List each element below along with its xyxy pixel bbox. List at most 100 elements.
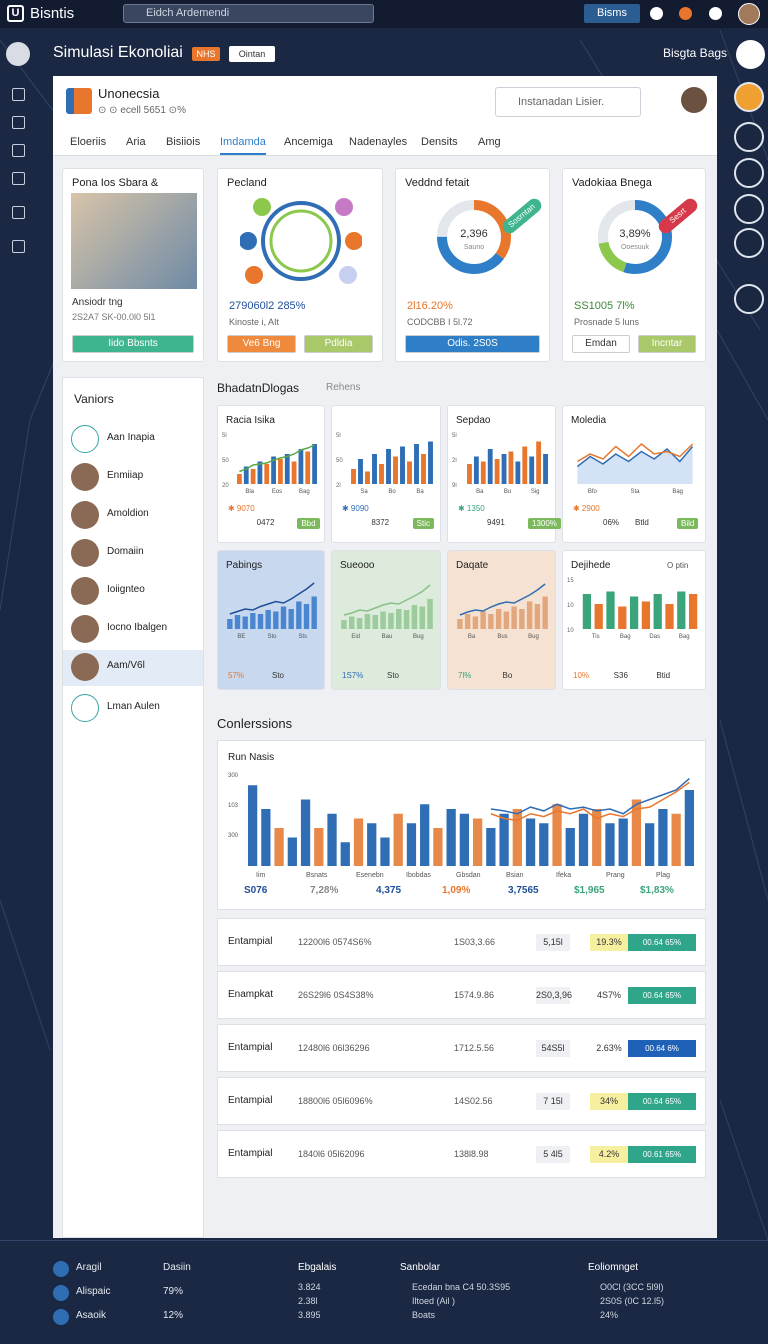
- bar: [291, 461, 297, 484]
- chart: 3,89% Ooesuuk: [598, 200, 672, 274]
- tab[interactable]: Densits: [421, 136, 458, 148]
- donut-segment: [598, 200, 672, 274]
- list-name: Aan Inapia: [107, 432, 155, 443]
- user-avatar[interactable]: [738, 3, 760, 25]
- nav-icon[interactable]: [12, 206, 25, 219]
- x-label: Ba: [468, 634, 476, 640]
- panel-search-text: Instanadan Lisier.: [518, 96, 605, 108]
- list-item[interactable]: Lman Aulen: [63, 691, 203, 727]
- list-item[interactable]: Domaiin: [63, 536, 203, 572]
- mini-title: Sepdao: [456, 415, 491, 426]
- card-button[interactable]: Odis. 2S0S: [405, 335, 540, 353]
- nav-icon[interactable]: [12, 88, 25, 101]
- side-icon[interactable]: [734, 82, 764, 112]
- cell-box: 54S5l: [536, 1040, 570, 1057]
- list-avatar: [71, 539, 99, 567]
- list-item[interactable]: Ioiignteo: [63, 574, 203, 610]
- side-icon[interactable]: [734, 122, 764, 152]
- side-icon[interactable]: [734, 284, 764, 314]
- side-icon[interactable]: [734, 158, 764, 188]
- nav-icon[interactable]: [12, 116, 25, 129]
- line: [577, 443, 694, 463]
- top-button[interactable]: Bisms: [584, 4, 640, 23]
- bar: [372, 454, 377, 484]
- bar: [511, 606, 517, 629]
- card-button[interactable]: Incntar: [638, 335, 696, 353]
- list-item[interactable]: Enmiiap: [63, 460, 203, 496]
- list-item[interactable]: Iocno Ibalgen: [63, 612, 203, 648]
- list-item[interactable]: Amoldion: [63, 498, 203, 534]
- bar: [365, 471, 370, 484]
- x-label: Eos: [272, 489, 282, 495]
- bar: [288, 609, 294, 629]
- mini-card: Moledia Bfo Sta Bag ✱ 2900 06% Btld Bild: [562, 405, 706, 543]
- summary-value: 1,09%: [442, 885, 471, 896]
- mini-footer: Stic: [412, 518, 434, 529]
- nav-icon[interactable]: [12, 144, 25, 157]
- bar: [287, 837, 297, 866]
- x-label: Bug: [413, 634, 424, 640]
- bar: [400, 446, 405, 484]
- chart: 300 103 300 Iim Bsnats Esenebn Ibobdas Gbsdan Bs…: [228, 773, 695, 879]
- mini-footer: Bbd: [297, 518, 320, 529]
- cell-name: Entampial: [228, 1095, 273, 1106]
- cell: 138l8.98: [454, 1149, 489, 1159]
- bar: [414, 444, 419, 484]
- cell-pct: 4S7%: [590, 987, 628, 1004]
- list-item[interactable]: Aam/V6l: [63, 650, 203, 686]
- x-label: Sa: [360, 489, 368, 495]
- header-action[interactable]: [736, 40, 765, 69]
- card-button[interactable]: Emdan: [572, 335, 630, 353]
- cell-box: 5,15l: [536, 934, 570, 951]
- cell: 18800l6 05l6096%: [298, 1096, 373, 1106]
- tab[interactable]: Amg: [478, 136, 501, 148]
- card-button[interactable]: Ve6 Bng: [227, 335, 296, 353]
- list-avatar: [71, 653, 99, 681]
- card-title: Pecland: [227, 177, 267, 189]
- tab[interactable]: Ancemiga: [284, 136, 333, 148]
- tab[interactable]: Nadenayles: [349, 136, 408, 148]
- top-icon[interactable]: [709, 7, 722, 20]
- cell-pct: 34%: [590, 1093, 628, 1110]
- card-button[interactable]: Iido Bbsnts: [72, 335, 194, 353]
- nav-icon[interactable]: [12, 172, 25, 185]
- nav-icon[interactable]: [12, 240, 25, 253]
- list-title: Vaniors: [74, 392, 114, 406]
- y-label: 300: [228, 773, 239, 779]
- bar: [237, 474, 242, 484]
- x-label: Bsnats: [306, 872, 328, 879]
- bar: [645, 823, 655, 866]
- panel-search[interactable]: Instanadan Lisier.: [495, 87, 641, 117]
- bar: [536, 441, 542, 484]
- search-bar[interactable]: Eidch Ardemendi: [123, 4, 374, 23]
- side-icon[interactable]: [734, 194, 764, 224]
- table-row: Entampial 12200l6 0574S6% 1S03,3.66 5,15l 19…: [217, 918, 706, 966]
- footer-label: Aragil: [76, 1262, 102, 1273]
- tab[interactable]: Eloeriis: [70, 136, 107, 148]
- footer-value: 12%: [163, 1310, 184, 1321]
- bar: [284, 454, 290, 484]
- line: [459, 583, 546, 616]
- top-icon[interactable]: [679, 7, 692, 20]
- bar: [349, 616, 355, 629]
- card-button[interactable]: Pdldia: [304, 335, 373, 353]
- panel-name: Unonecsia: [98, 86, 160, 101]
- list-item[interactable]: Aan Inapia: [63, 422, 203, 458]
- tab[interactable]: Bisiiois: [166, 136, 201, 148]
- mini-footer: Sto: [387, 671, 400, 680]
- card-photo: [71, 193, 197, 289]
- side-icon[interactable]: [734, 228, 764, 258]
- card-sub: CODCBB I 5l.72: [407, 317, 473, 327]
- top-icon[interactable]: [650, 7, 663, 20]
- tab[interactable]: Aria: [126, 136, 146, 148]
- card-value: 2l16.20%: [407, 300, 453, 312]
- cell: 1574.9.86: [454, 990, 495, 1000]
- card-title: Vadokiaa Bnega: [572, 177, 652, 189]
- header-right: Bisgta Bags: [663, 46, 728, 60]
- tab[interactable]: Imdamda: [220, 136, 266, 155]
- donut-sub: Sauno: [463, 244, 483, 251]
- panel-logo: [66, 88, 92, 114]
- bar: [631, 799, 642, 866]
- bar: [274, 828, 284, 866]
- x-label: Esenebn: [356, 872, 384, 879]
